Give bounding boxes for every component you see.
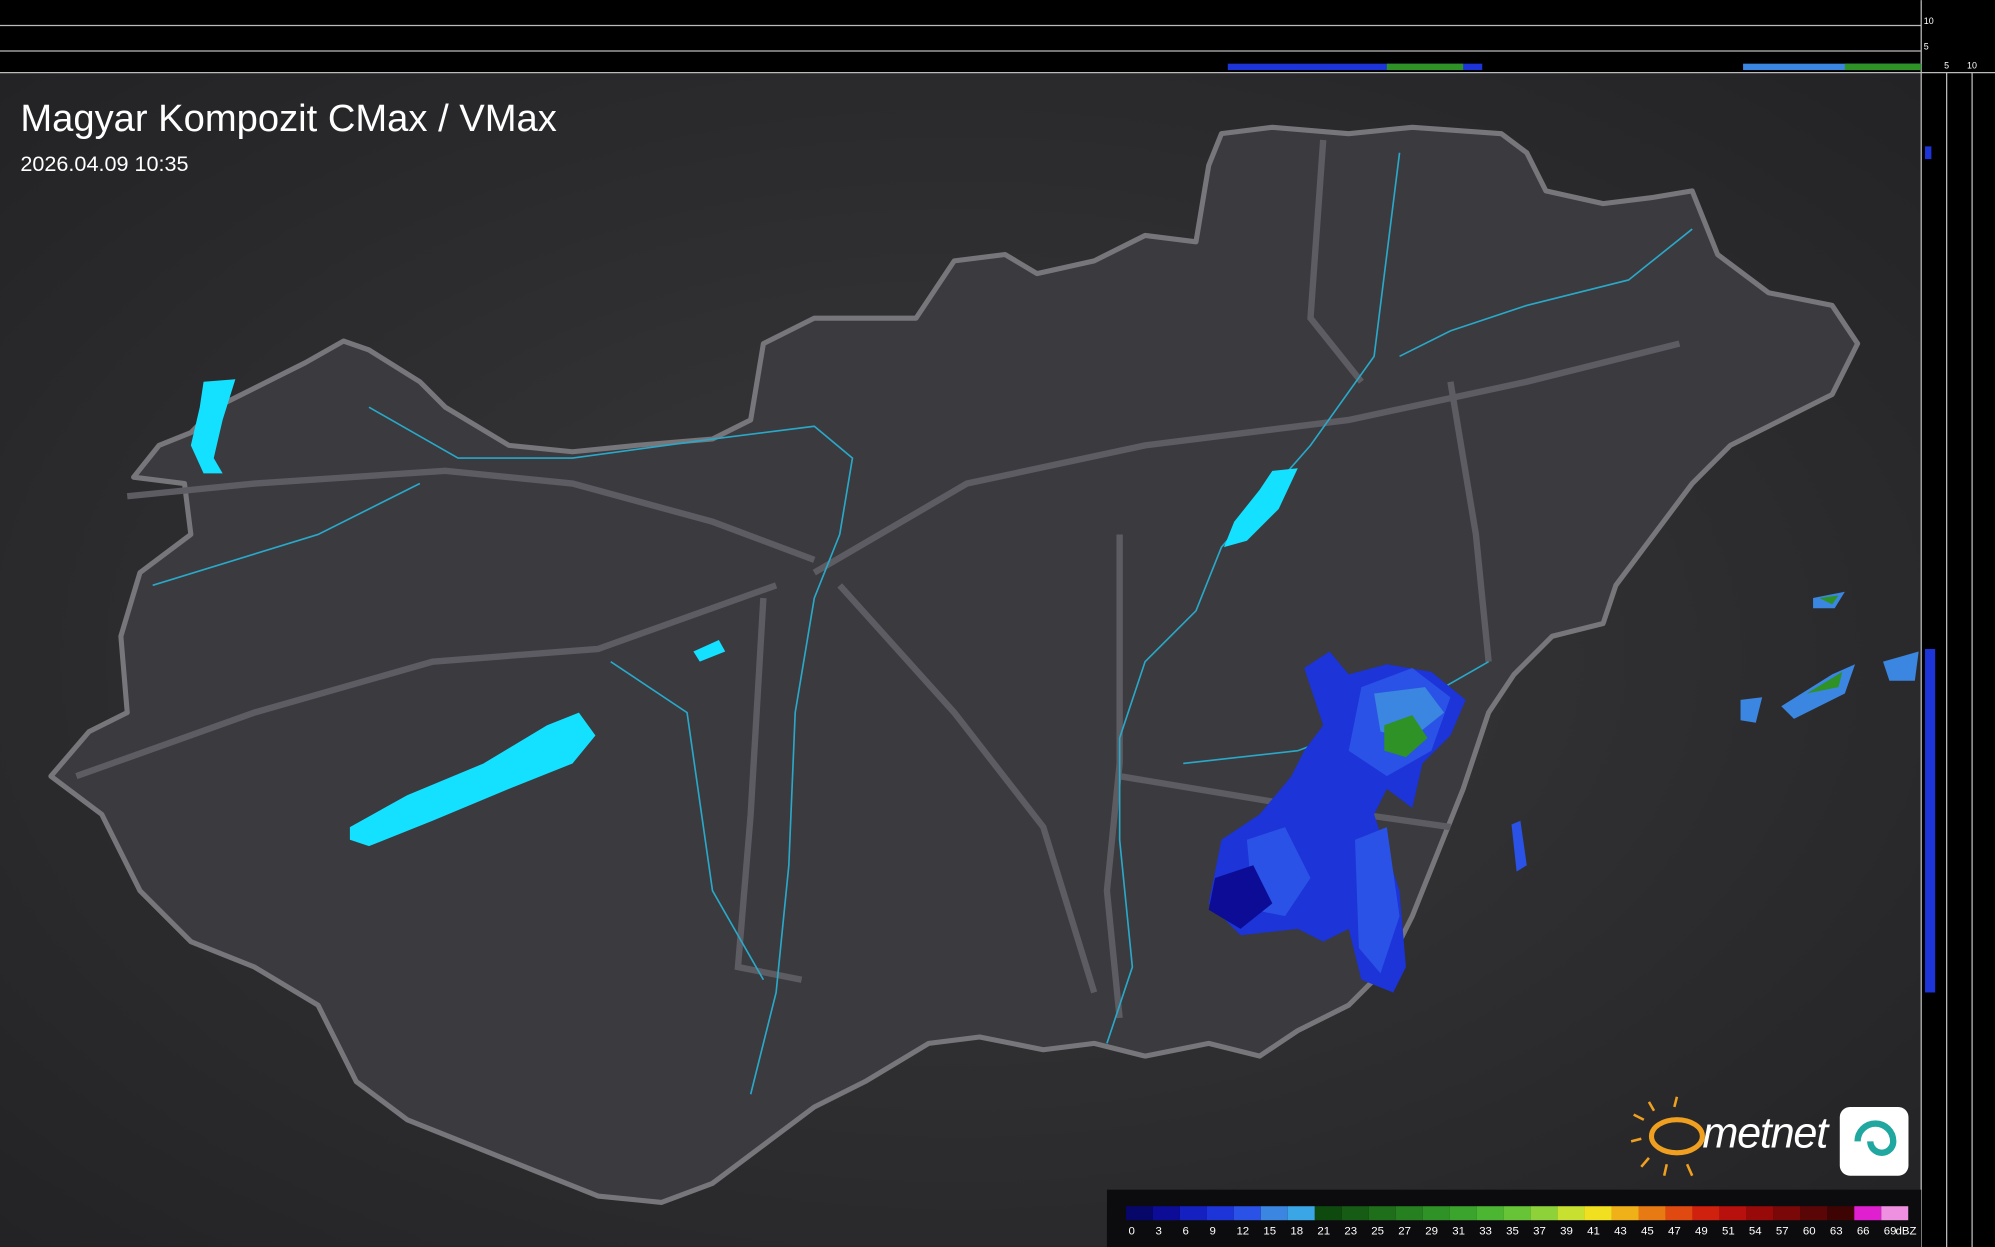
radar-echoes	[1208, 591, 1919, 993]
country-outline	[48, 124, 1861, 1205]
side-tick: 5	[1944, 61, 1949, 71]
legend-swatch	[1476, 1206, 1504, 1221]
legend-label: 57	[1776, 1226, 1789, 1238]
legend-swatch	[1611, 1206, 1639, 1221]
legend-label: 47	[1668, 1226, 1681, 1238]
legend-label: 69	[1884, 1226, 1897, 1238]
legend-swatch	[1260, 1206, 1288, 1221]
legend-label: 51	[1722, 1226, 1735, 1238]
legend-swatch	[1422, 1206, 1450, 1221]
legend-swatch	[1179, 1206, 1207, 1221]
legend-swatch	[1638, 1206, 1666, 1221]
legend-label: 25	[1371, 1226, 1384, 1238]
legend-label: 41	[1587, 1226, 1600, 1238]
legend-label: 39	[1560, 1226, 1573, 1238]
legend-swatch	[1665, 1206, 1693, 1221]
legend-swatch	[1503, 1206, 1531, 1221]
legend-swatch	[1206, 1206, 1234, 1221]
legend-label: 35	[1506, 1226, 1519, 1238]
legend-swatch	[1341, 1206, 1369, 1221]
legend-label: 31	[1452, 1226, 1465, 1238]
side-tick: 10	[1924, 16, 1934, 26]
legend-label: 49	[1695, 1226, 1708, 1238]
legend-label: 12	[1236, 1226, 1249, 1238]
legend-label: 63	[1830, 1226, 1843, 1238]
legend-swatch	[1854, 1206, 1882, 1221]
legend-label: 15	[1263, 1226, 1276, 1238]
legend-label: 6	[1182, 1226, 1188, 1238]
legend-label: 18	[1290, 1226, 1303, 1238]
legend-swatch	[1584, 1206, 1612, 1221]
legend-label: 27	[1398, 1226, 1411, 1238]
lakes	[190, 379, 1298, 847]
legend-label: 60	[1803, 1226, 1816, 1238]
legend-swatch	[1746, 1206, 1774, 1221]
legend-label: 66	[1857, 1226, 1870, 1238]
legend-label: 0	[1129, 1226, 1135, 1238]
side-strip	[1921, 0, 1995, 1247]
legend-swatch	[1152, 1206, 1180, 1221]
legend-swatch	[1395, 1206, 1423, 1221]
legend-swatch	[1530, 1206, 1558, 1221]
legend-swatch	[1126, 1206, 1153, 1221]
side-tick: 5	[1924, 41, 1929, 51]
timestamp: 2026.04.09 10:35	[20, 151, 188, 176]
legend-label: 3	[1156, 1226, 1162, 1238]
legend-label: 23	[1344, 1226, 1357, 1238]
legend-swatch	[1719, 1206, 1747, 1221]
side-tick: 10	[1967, 61, 1977, 71]
legend-label: 43	[1614, 1226, 1627, 1238]
legend-swatch	[1449, 1206, 1477, 1221]
legend-label: 33	[1479, 1226, 1492, 1238]
region-borders	[75, 139, 1681, 1019]
legend-swatch	[1287, 1206, 1315, 1221]
legend-swatch	[1557, 1206, 1585, 1221]
legend-label: 54	[1749, 1226, 1762, 1238]
legend-label: 45	[1641, 1226, 1654, 1238]
legend: 0 3 6 9 12 15 18 21 23 25 27 29 31 33 35 37 39 41 43 45 47 49…	[1126, 1206, 1917, 1238]
top-strip	[0, 0, 1995, 73]
strip-echoes	[1227, 63, 1936, 993]
legend-label: 37	[1533, 1226, 1546, 1238]
legend-swatch	[1827, 1206, 1855, 1221]
legend-swatch	[1692, 1206, 1720, 1221]
logo-text: metnet	[1702, 1110, 1830, 1158]
legend-label: 9	[1209, 1226, 1215, 1238]
legend-swatch	[1233, 1206, 1261, 1221]
legend-unit: dBZ	[1896, 1226, 1917, 1238]
legend-swatch	[1773, 1206, 1801, 1221]
legend-swatch	[1314, 1206, 1342, 1221]
legend-swatch	[1800, 1206, 1828, 1221]
legend-swatch	[1881, 1206, 1909, 1221]
logo: metnet	[1630, 1096, 1909, 1177]
legend-label: 29	[1425, 1226, 1438, 1238]
legend-swatch	[1368, 1206, 1396, 1221]
legend-label: 21	[1317, 1226, 1330, 1238]
title: Magyar Kompozit CMax / VMax	[20, 97, 556, 140]
